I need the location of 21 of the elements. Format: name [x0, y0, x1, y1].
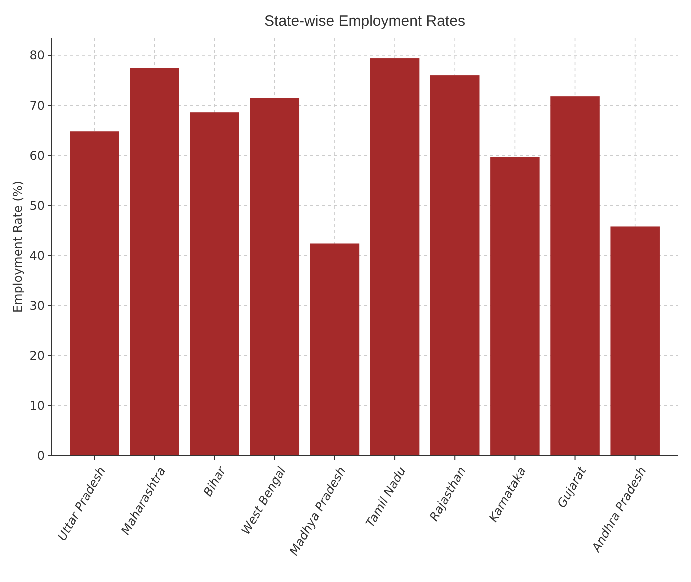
y-tick-label: 70	[30, 98, 45, 113]
y-tick-label: 60	[30, 148, 45, 163]
y-tick-label: 20	[30, 349, 45, 364]
bar	[490, 157, 540, 456]
bar	[130, 68, 180, 456]
y-tick-label: 30	[30, 299, 45, 314]
bar	[370, 58, 420, 456]
bar	[550, 96, 600, 456]
y-tick-label: 80	[30, 48, 45, 63]
bar	[250, 98, 300, 456]
bar	[610, 226, 660, 456]
bar	[430, 76, 480, 456]
bar	[190, 112, 240, 456]
y-axis-title: Employment Rate (%)	[11, 181, 25, 313]
chart-title: State-wise Employment Rates	[264, 13, 466, 30]
bar	[310, 244, 360, 456]
bar	[70, 132, 120, 456]
y-tick-label: 10	[30, 399, 45, 414]
y-tick-label: 0	[37, 449, 45, 464]
y-tick-label: 40	[30, 248, 45, 263]
y-tick-label: 50	[30, 198, 45, 213]
